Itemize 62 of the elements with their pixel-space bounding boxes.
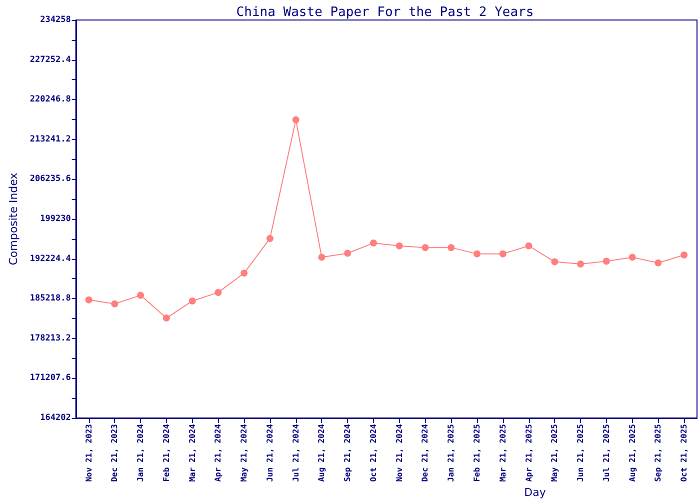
y-tick-label: 171207.6 bbox=[30, 373, 71, 384]
point bbox=[188, 297, 196, 304]
y-tick-label: 206235.6 bbox=[30, 174, 71, 184]
point bbox=[474, 250, 481, 258]
point bbox=[551, 258, 558, 266]
point bbox=[137, 292, 144, 299]
chart-title: China Waste Paper For the Past 2 Years bbox=[236, 5, 534, 20]
x-tick-label: Mar 21, 2024 bbox=[188, 424, 197, 482]
x-tick-label: Jan 21, 2025 bbox=[446, 424, 456, 482]
y-axis-title: Composite Index bbox=[7, 172, 20, 266]
point bbox=[162, 314, 170, 322]
point bbox=[214, 288, 222, 296]
x-tick-label: May 21, 2024 bbox=[240, 424, 249, 482]
point bbox=[292, 116, 300, 124]
point bbox=[577, 260, 584, 268]
x-tick-label: Jun 21, 2025 bbox=[576, 424, 586, 482]
y-tick-label: 199230 bbox=[40, 214, 71, 224]
point bbox=[370, 240, 377, 247]
point bbox=[111, 300, 118, 308]
x-tick-label: Feb 21, 2024 bbox=[162, 424, 171, 482]
point bbox=[318, 254, 326, 261]
x-tick-label: Feb 21, 2025 bbox=[472, 424, 482, 482]
x-tick-label: Dec 21, 2024 bbox=[420, 424, 430, 482]
point bbox=[654, 259, 662, 266]
point bbox=[422, 244, 429, 252]
point bbox=[240, 270, 248, 277]
x-tick-label: Nov 21, 2024 bbox=[394, 424, 404, 482]
y-tick-label: 234258 bbox=[40, 15, 71, 25]
point bbox=[266, 234, 274, 242]
y-tick-label: 178213.2 bbox=[30, 333, 71, 344]
point bbox=[628, 254, 636, 261]
y-tick-label: 227252.4 bbox=[30, 54, 71, 65]
x-tick-label: Oct 21, 2024 bbox=[368, 424, 378, 482]
x-tick-label: Oct 21, 2025 bbox=[680, 424, 689, 482]
x-tick-label: Sep 21, 2024 bbox=[343, 424, 352, 482]
x-tick-label: Apr 21, 2024 bbox=[214, 424, 223, 482]
x-tick-label: Apr 21, 2025 bbox=[524, 424, 534, 482]
x-tick-label: May 21, 2025 bbox=[550, 424, 560, 482]
x-tick-label: Nov 21, 2023 bbox=[84, 424, 94, 482]
point bbox=[396, 242, 403, 250]
x-tick-label: Sep 21, 2025 bbox=[654, 424, 663, 482]
point bbox=[448, 244, 455, 252]
x-axis-title: Day bbox=[524, 486, 546, 499]
x-tick-label: Jul 21, 2025 bbox=[602, 424, 611, 482]
point bbox=[499, 250, 506, 258]
y-tick-label: 185218.8 bbox=[30, 294, 71, 304]
x-tick-label: Jul 21, 2024 bbox=[291, 424, 300, 482]
x-tick-label: Aug 21, 2024 bbox=[317, 424, 326, 482]
y-tick-label: 192224.4 bbox=[30, 254, 71, 264]
y-tick-label: 164202 bbox=[40, 413, 71, 423]
x-tick-label: Aug 21, 2025 bbox=[628, 424, 637, 482]
x-tick-label: Jun 21, 2024 bbox=[265, 424, 274, 482]
x-tick-label: Jan 21, 2024 bbox=[136, 424, 146, 482]
point bbox=[525, 242, 532, 250]
x-tick-label: Mar 21, 2025 bbox=[498, 424, 508, 482]
point bbox=[602, 258, 610, 265]
point bbox=[680, 251, 688, 258]
y-tick-label: 213241.2 bbox=[30, 134, 71, 144]
point bbox=[85, 296, 92, 304]
x-tick-label: Dec 21, 2023 bbox=[110, 424, 120, 482]
y-tick-label: 220246.8 bbox=[30, 94, 71, 105]
point bbox=[344, 250, 352, 257]
